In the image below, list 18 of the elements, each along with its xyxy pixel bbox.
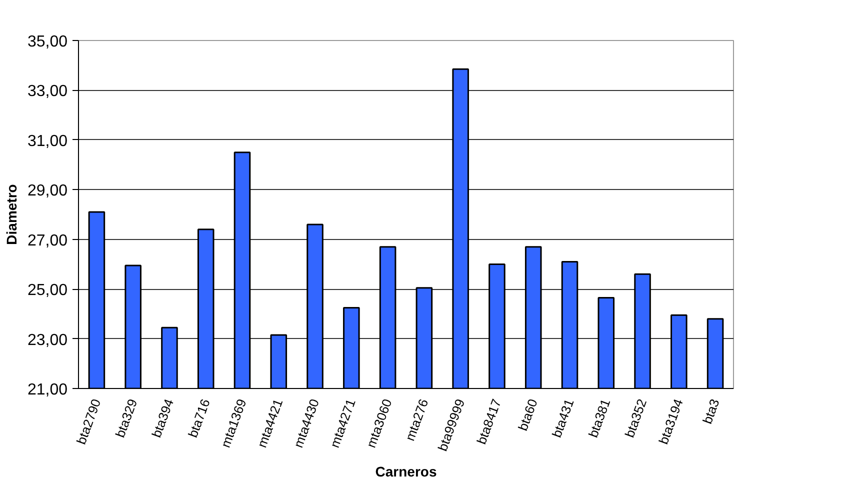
y-tick-label: 33,00 [27,83,68,100]
y-tick-label: 29,00 [27,182,68,200]
y-tick-label: 21,00 [27,382,68,398]
y-tick-label: 23,00 [27,332,68,349]
x-tick-label: bta716 [185,396,213,440]
x-tick-label: bta394 [148,396,177,440]
x-tick-label: mta276 [402,396,432,443]
y-tick-label: 31,00 [27,132,68,150]
x-axis-title: Carneros [375,464,437,480]
x-tick-label: bta60 [515,396,540,433]
y-axis-title: Diametro [3,184,20,245]
x-tick-label: bta381 [585,396,614,440]
y-tick-label: 27,00 [27,232,68,250]
y-tick-label: 25,00 [27,282,68,300]
x-tick-label: bta3 [700,396,722,426]
x-tick-label: bta329 [112,396,140,440]
x-tick-label: bta352 [622,396,650,440]
y-tick-label: 35,00 [27,34,68,50]
